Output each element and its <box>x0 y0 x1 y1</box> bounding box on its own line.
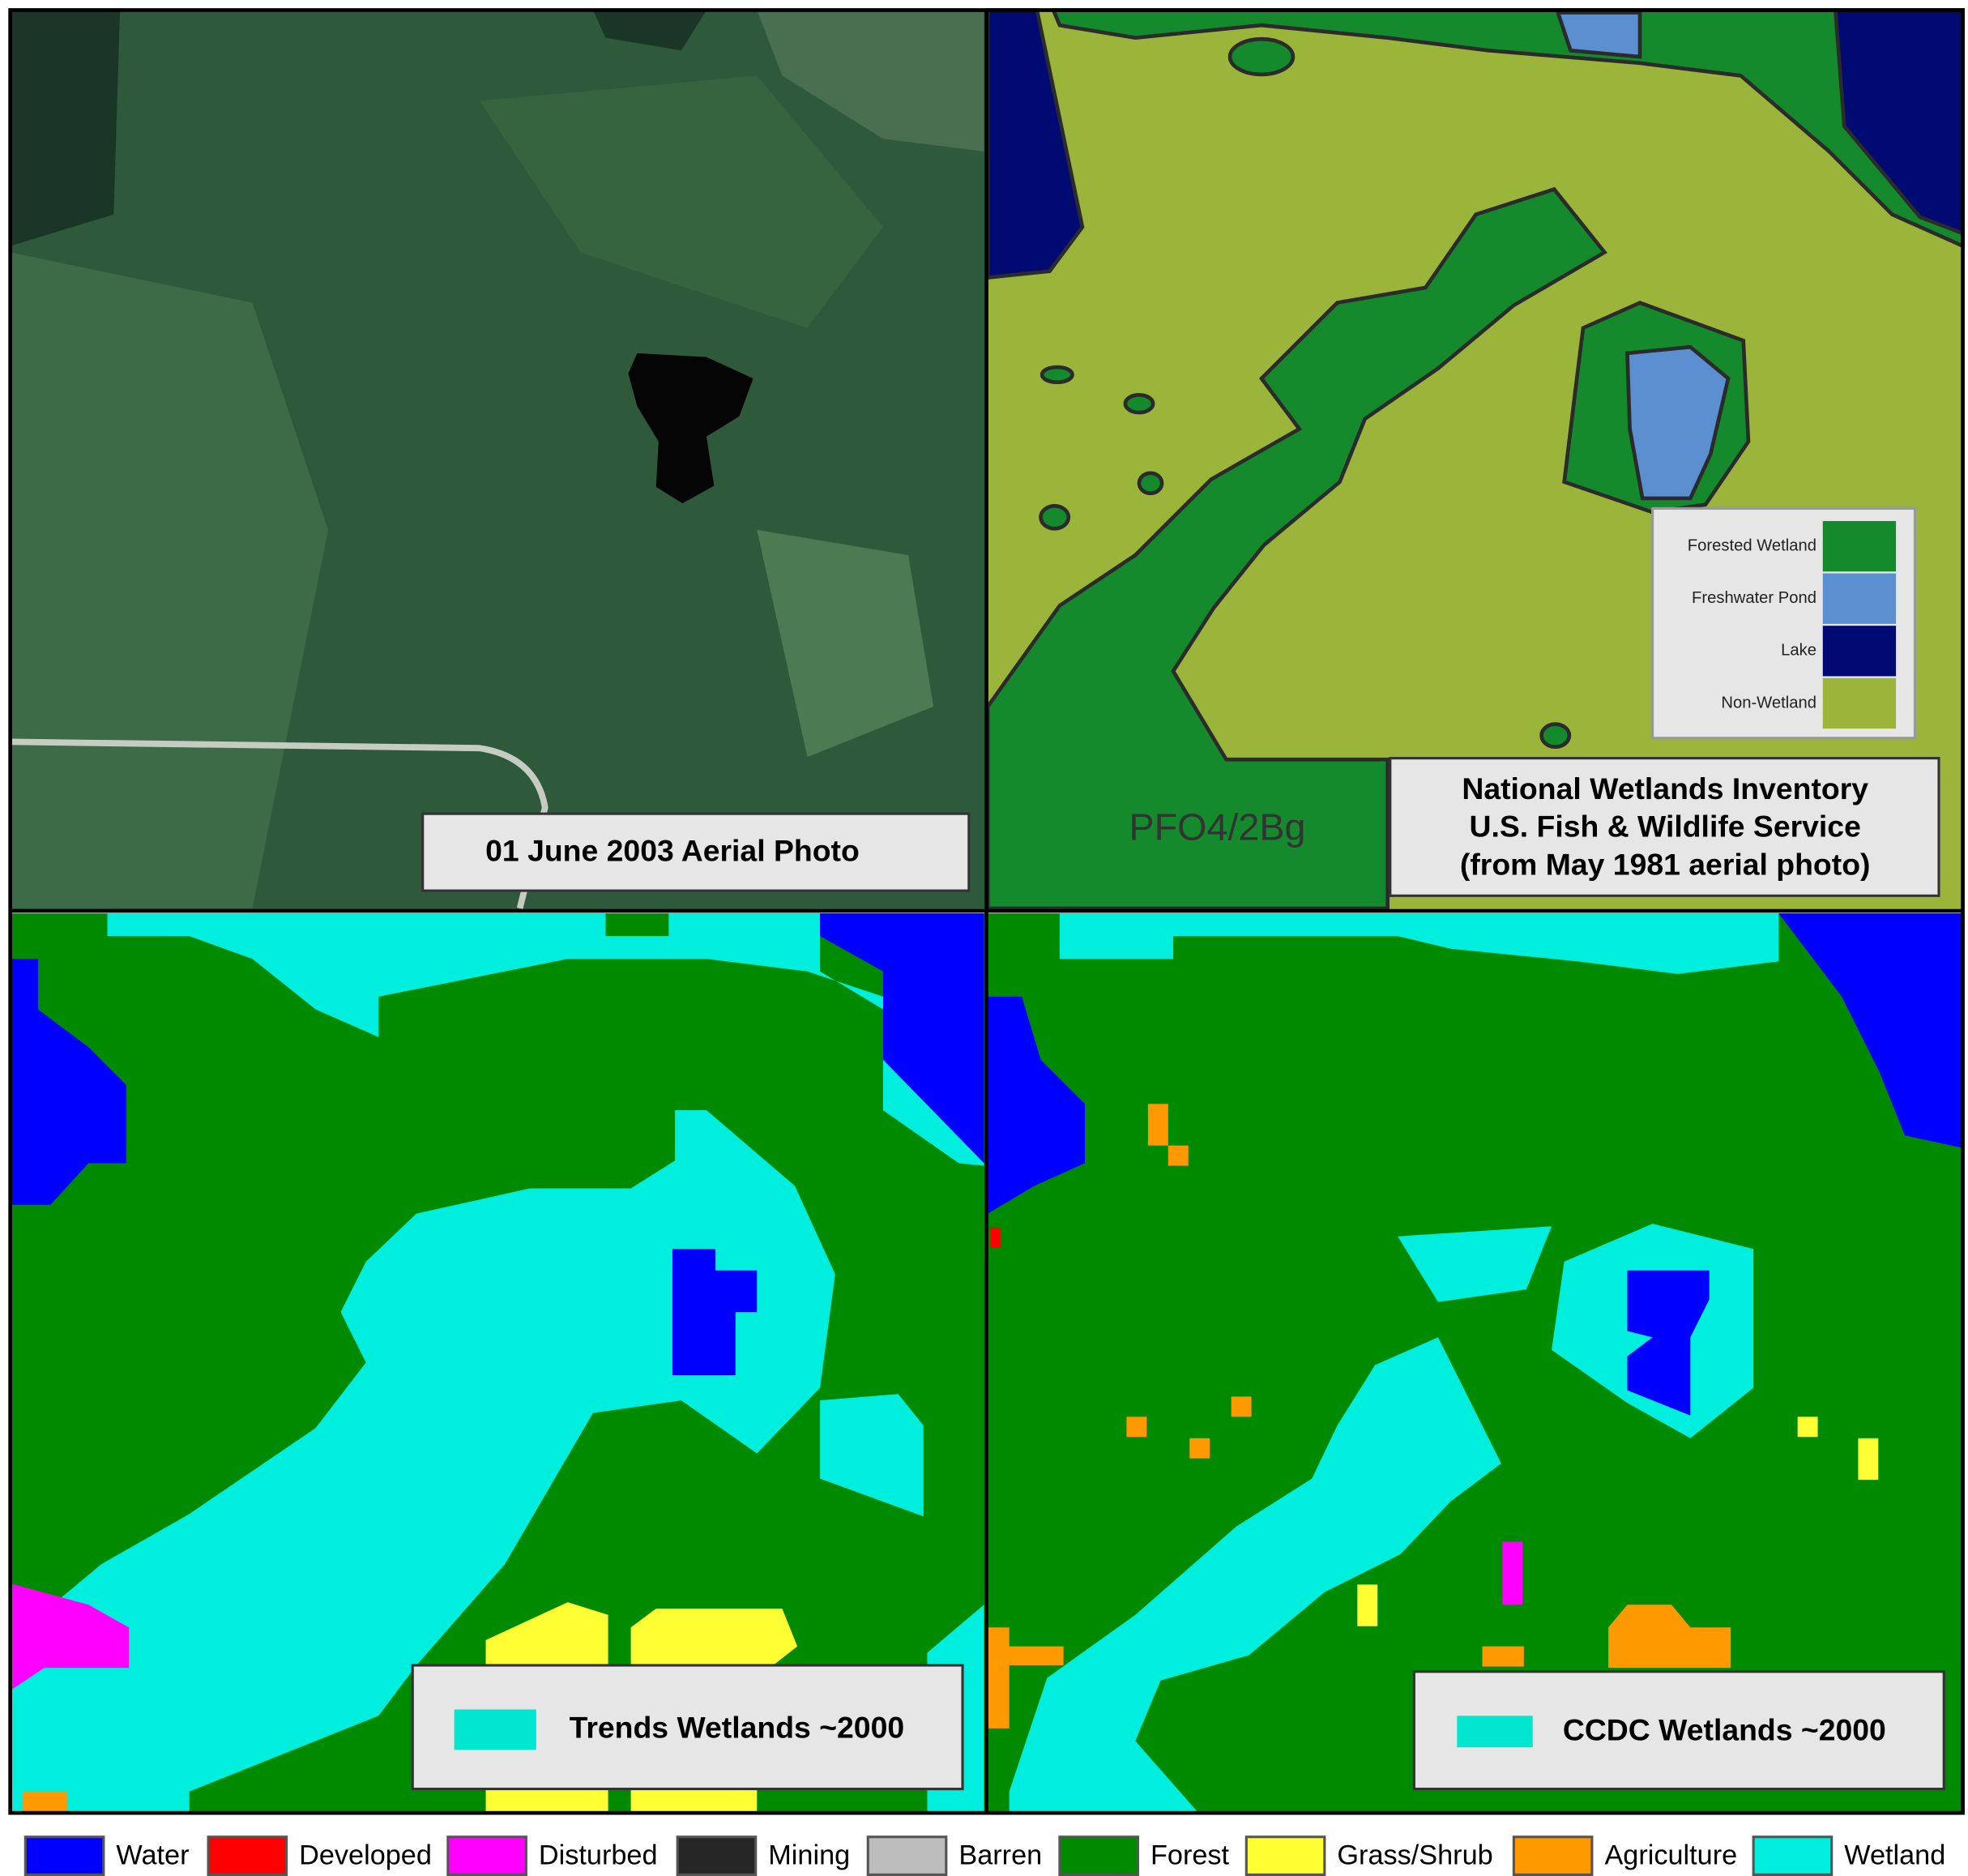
legend-swatch <box>866 1835 948 1876</box>
land-cover-legend: Water Developed Disturbed Mining Barren Fores… <box>23 1835 1945 1876</box>
grass-shrub-area <box>1357 1584 1378 1626</box>
wetland-area <box>1059 913 1779 974</box>
legend-swatch <box>1244 1835 1326 1876</box>
aerial-forest-patch <box>479 75 883 328</box>
legend-label: Developed <box>299 1840 432 1871</box>
water-area <box>10 959 126 1205</box>
water-area <box>988 996 1086 1214</box>
legend-label: Forested Wetland <box>1688 536 1816 554</box>
agriculture-area <box>1482 1646 1524 1667</box>
legend-label: Water <box>116 1840 189 1871</box>
forested-wetland <box>1137 471 1164 496</box>
agriculture-area <box>1608 1605 1731 1669</box>
legend-swatch <box>1512 1835 1594 1876</box>
legend-label: Forest <box>1150 1840 1230 1871</box>
legend-swatch <box>1822 677 1897 729</box>
legend-label: Wetland <box>1844 1840 1945 1871</box>
legend-swatch <box>1822 520 1897 572</box>
legend-swatch <box>207 1835 288 1876</box>
aerial-panel: 01 June 2003 Aerial Photo <box>10 10 986 910</box>
legend-label: Disturbed <box>539 1840 658 1871</box>
legend-label: Lake <box>1781 642 1816 660</box>
aerial-clearing <box>757 529 934 758</box>
legend-label: Agriculture <box>1604 1840 1737 1871</box>
legend-swatch <box>1752 1835 1834 1876</box>
agriculture-area <box>1189 1438 1210 1459</box>
disturbed-area <box>10 1583 129 1691</box>
agriculture-area <box>1126 1417 1147 1438</box>
nwi-panel: PFO4/2Bg Forested Wetland Freshwater Pond… <box>985 8 1965 911</box>
ccdc-caption: CCDC Wetlands ~2000 <box>1563 1712 1886 1746</box>
freshwater-pond <box>1625 344 1731 501</box>
water-area <box>672 1249 758 1375</box>
water-area <box>820 913 984 1164</box>
legend-label: Mining <box>768 1840 850 1871</box>
aerial-road <box>10 738 549 909</box>
caption-line: U.S. Fish & Wildlife Service <box>1469 810 1860 844</box>
caption-box <box>1389 757 1940 897</box>
aerial-lake <box>592 10 707 51</box>
nwi-legend: Forested Wetland Freshwater Pond Lake Non-W… <box>1688 520 1897 729</box>
agriculture-area <box>1168 1145 1189 1166</box>
disturbed-area <box>1502 1541 1523 1605</box>
water-area <box>1627 1270 1710 1416</box>
legend-swatch <box>1822 626 1897 677</box>
forested-wetland <box>985 186 1607 911</box>
water-area <box>1778 913 1963 1148</box>
caption-line: National Wetlands Inventory <box>1462 771 1868 806</box>
wetland-area <box>1398 1226 1552 1302</box>
aerial-pond <box>628 353 753 504</box>
legend-swatch <box>1822 573 1897 624</box>
legend-label: Barren <box>958 1840 1042 1871</box>
caption-box <box>421 812 971 892</box>
nwi-caption: National Wetlands Inventory U.S. Fish & W… <box>1460 771 1871 881</box>
forested-wetland <box>1039 365 1074 385</box>
forested-wetland <box>1227 36 1296 77</box>
agriculture-area <box>1231 1396 1252 1417</box>
legend-label: Non-Wetland <box>1721 694 1816 712</box>
legend-swatch <box>1058 1835 1139 1876</box>
developed-area <box>990 1227 1001 1248</box>
legend-swatch <box>23 1835 105 1876</box>
grass-shrub-area <box>1797 1417 1818 1438</box>
trends-caption: Trends Wetlands ~2000 <box>570 1710 905 1744</box>
aerial-lake <box>10 10 121 246</box>
wetland-area <box>107 913 984 1166</box>
forested-wetland <box>1039 503 1071 531</box>
legend-swatch <box>676 1835 758 1876</box>
forested-wetland <box>1123 392 1155 415</box>
legend-label: Freshwater Pond <box>1692 589 1816 607</box>
caption-line: (from May 1981 aerial photo) <box>1460 847 1871 881</box>
agriculture-area <box>23 1791 67 1814</box>
forested-wetland <box>1539 722 1572 749</box>
aerial-field <box>757 10 984 152</box>
caption-swatch <box>1457 1716 1533 1748</box>
agriculture-area <box>1147 1104 1168 1146</box>
wetland-area <box>1009 1337 1501 1814</box>
freshwater-pond <box>1555 11 1642 59</box>
ccdc-panel: CCDC Wetlands ~2000 <box>988 913 1963 1814</box>
wetland-area <box>10 1110 835 1814</box>
legend-swatch <box>446 1835 527 1876</box>
legend-label: Grass/Shrub <box>1337 1840 1492 1871</box>
grass-shrub-area <box>1858 1438 1879 1481</box>
trends-panel: Trends Wetlands ~2000 <box>10 913 986 1814</box>
aerial-caption: 01 June 2003 Aerial Photo <box>485 833 860 867</box>
wetland-area <box>820 1394 924 1517</box>
agriculture-area <box>988 1627 1064 1729</box>
map-annotation: PFO4/2Bg <box>1129 806 1306 848</box>
caption-swatch <box>454 1709 536 1750</box>
